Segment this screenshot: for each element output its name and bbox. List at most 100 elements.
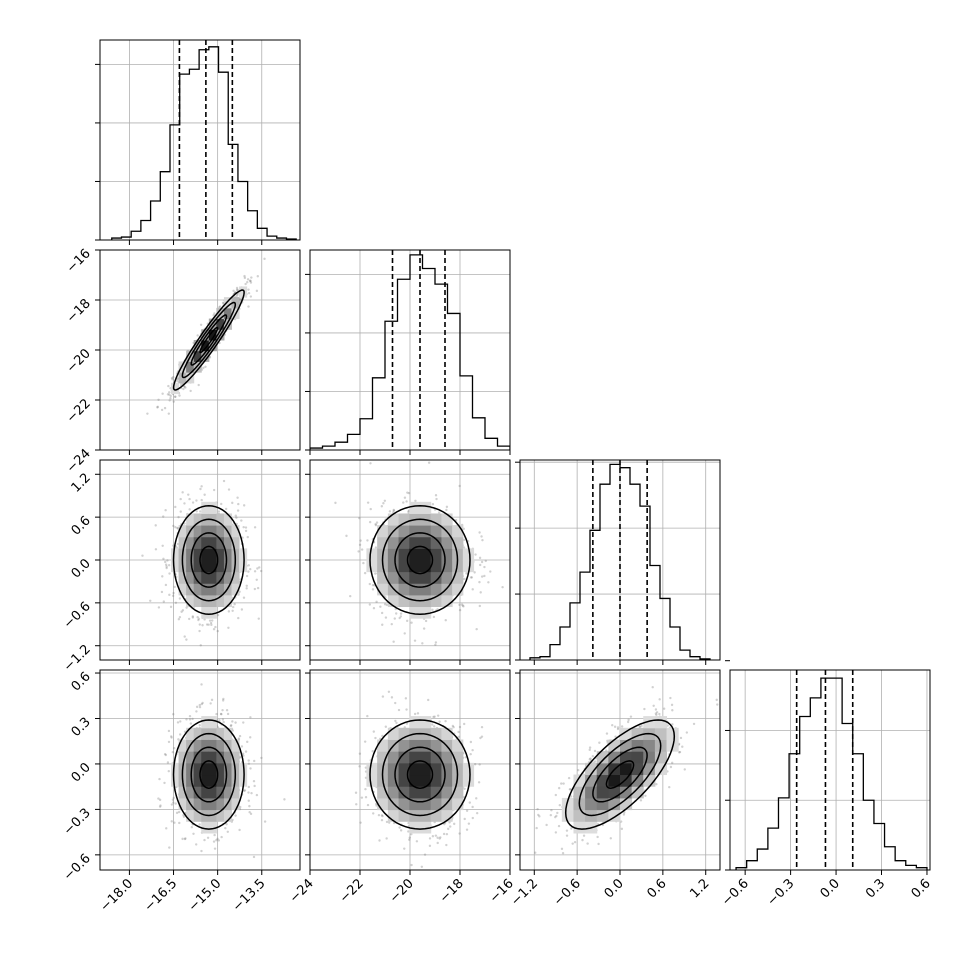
scatter-point xyxy=(458,832,461,835)
scatter-point xyxy=(200,485,203,488)
density-block xyxy=(409,606,421,619)
scatter-point xyxy=(253,587,257,591)
scatter-point xyxy=(402,501,405,504)
density-block xyxy=(387,513,400,526)
scatter-point xyxy=(239,805,242,809)
histogram-2 xyxy=(529,463,711,660)
scatter-point xyxy=(244,529,248,533)
scatter-point xyxy=(431,608,434,612)
density-block xyxy=(208,536,217,549)
density-block xyxy=(441,571,453,584)
scatter-point xyxy=(244,750,248,753)
scatter-point xyxy=(180,610,183,613)
scatter-point xyxy=(199,487,202,491)
density-block xyxy=(387,548,400,561)
density-block xyxy=(216,809,225,822)
density-block xyxy=(193,739,202,752)
scatter-point xyxy=(242,754,245,757)
scatter-point xyxy=(191,615,195,618)
density-block xyxy=(430,513,442,526)
density-block xyxy=(216,786,225,799)
scatter-point xyxy=(345,534,348,538)
scatter-point xyxy=(427,461,431,464)
density-block xyxy=(377,536,389,549)
density-block xyxy=(223,536,233,549)
panels: −24−22−20−18−16−1.2−0.60.00.61.2−18.0 −16… xyxy=(61,39,934,915)
scatter-point xyxy=(399,829,403,832)
scatter-point xyxy=(405,708,408,711)
density-block xyxy=(409,762,421,776)
scatter-point xyxy=(369,507,372,511)
density-block xyxy=(430,797,442,811)
density-block xyxy=(223,560,233,573)
y-tick-label: −0.6 xyxy=(61,851,94,884)
scatter-point xyxy=(405,722,409,725)
density-block xyxy=(398,548,410,561)
scatter-point xyxy=(465,809,469,812)
scatter-point xyxy=(457,735,461,738)
scatter-point xyxy=(169,394,172,398)
scatter-point xyxy=(445,832,449,836)
scatter-point xyxy=(213,847,217,850)
scatter-point xyxy=(216,613,220,617)
density-block xyxy=(193,513,202,526)
scatter-point xyxy=(473,763,477,766)
density-block xyxy=(201,797,210,811)
panel-frame xyxy=(99,669,301,871)
density-block xyxy=(398,751,410,764)
scatter-point xyxy=(445,843,448,847)
scatter-point xyxy=(172,375,175,379)
scatter-point xyxy=(243,274,246,278)
density-block xyxy=(193,361,202,373)
density-block xyxy=(178,797,187,811)
density-block xyxy=(398,774,410,787)
scatter-point xyxy=(233,602,236,606)
density-block xyxy=(366,560,378,573)
scatter-point xyxy=(259,569,263,573)
scatter-point xyxy=(200,702,204,706)
scatter-point xyxy=(263,820,267,823)
scatter-point xyxy=(457,730,460,734)
scatter-point xyxy=(247,570,250,573)
scatter-point xyxy=(469,752,472,756)
density-block xyxy=(216,797,225,811)
density-block xyxy=(208,751,217,764)
scatter-point xyxy=(392,508,395,512)
scatter-point xyxy=(458,608,462,612)
scatter-point xyxy=(187,493,190,496)
scatter-point xyxy=(354,791,358,794)
scatter-point xyxy=(444,719,447,723)
scatter-point xyxy=(393,617,396,620)
panel-2-1 xyxy=(305,459,511,665)
scatter-point xyxy=(248,279,252,283)
scatter-point xyxy=(252,855,256,859)
scatter-point xyxy=(203,838,206,842)
scatter-point xyxy=(174,395,177,398)
scatter-point xyxy=(181,837,184,841)
scatter-point xyxy=(170,735,173,738)
density-block xyxy=(377,571,389,584)
scatter-point xyxy=(253,570,257,573)
scatter-point xyxy=(380,818,384,822)
scatter-point xyxy=(458,484,461,488)
scatter-point xyxy=(435,497,438,501)
density-block xyxy=(398,727,410,740)
density-block xyxy=(193,571,202,584)
panel-3-1: −24 −22 −20 −18 −16 xyxy=(287,669,517,906)
scatter-point xyxy=(438,720,441,723)
scatter-point xyxy=(247,762,251,765)
scatter-point xyxy=(394,719,397,723)
scatter-point xyxy=(403,496,407,499)
scatter-point xyxy=(249,295,253,298)
density-block xyxy=(398,797,410,811)
density-block xyxy=(216,548,225,561)
scatter-point xyxy=(157,606,161,609)
density-block xyxy=(216,560,225,573)
scatter-point xyxy=(178,821,181,825)
x-tick-label: −13.5 xyxy=(230,876,269,915)
scatter-point xyxy=(173,395,177,398)
scatter-point xyxy=(174,505,177,509)
scatter-point xyxy=(387,690,391,693)
scatter-point xyxy=(207,623,210,626)
scatter-point xyxy=(217,510,221,513)
